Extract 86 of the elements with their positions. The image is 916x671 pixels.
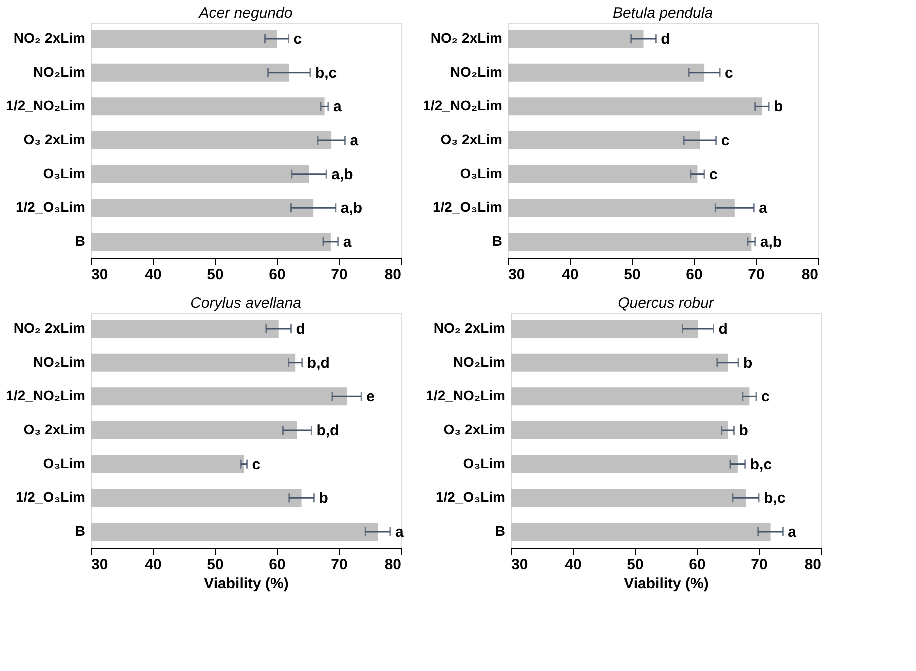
chart-title: Corylus avellana — [190, 295, 302, 312]
y-tick-label: 1/2_O₃Lim — [432, 199, 502, 216]
x-axis-title: Viability (%) — [624, 576, 709, 592]
y-tick-label: NO₂Lim — [450, 64, 502, 80]
x-tick-label: 80 — [804, 556, 822, 574]
x-tick-label: 60 — [689, 556, 706, 574]
annotation: d — [296, 321, 306, 338]
x-tick-label: 40 — [562, 266, 579, 284]
annotation: a — [759, 200, 768, 218]
annotation: a — [343, 234, 352, 251]
annotation: c — [721, 132, 730, 150]
annotation: a — [395, 524, 404, 541]
y-tick-label: NO₂ 2xLim — [434, 320, 506, 336]
y-tick-label: O₃Lim — [463, 455, 506, 472]
x-tick-label: 60 — [269, 266, 286, 284]
annotation: c — [762, 388, 770, 406]
x-axis-title: Viability (%) — [204, 576, 289, 592]
x-tick-label: 30 — [92, 266, 108, 284]
x-tick-label: 50 — [624, 266, 641, 284]
x-tick-label: 40 — [565, 556, 582, 574]
y-tick-label: 1/2_NO₂Lim — [426, 388, 506, 404]
annotation: a,b — [760, 234, 782, 251]
annotation: b — [774, 98, 784, 116]
annotation: b — [319, 490, 328, 508]
y-tick-label: NO₂ 2xLim — [14, 320, 86, 336]
x-tick-label: 70 — [751, 556, 768, 574]
x-tick-label: 30 — [512, 556, 528, 574]
annotation: c — [725, 64, 734, 82]
y-tick-label: 1/2_NO₂Lim — [6, 388, 86, 404]
annotation: b,c — [764, 490, 786, 508]
x-tick-label: 80 — [384, 556, 402, 574]
annotation: b,c — [315, 64, 338, 82]
y-tick-label: B — [492, 232, 502, 249]
y-tick-label: O₃ 2xLim — [444, 422, 506, 438]
annotation: c — [252, 456, 261, 474]
y-tick-label: 1/2_O₃Lim — [16, 489, 86, 506]
annotation: a — [350, 132, 360, 150]
annotation: b,d — [307, 354, 330, 372]
y-tick-label: O₃ 2xLim — [24, 132, 86, 148]
y-tick-label: NO₂Lim — [33, 64, 86, 80]
x-tick-label: 40 — [145, 266, 162, 284]
annotation: b,c — [750, 456, 772, 474]
x-tick-label: 50 — [627, 556, 644, 574]
chart-title: Quercus robur — [618, 295, 715, 312]
annotation: d — [718, 321, 728, 338]
annotation: b — [739, 422, 748, 440]
x-tick-label: 50 — [207, 556, 224, 574]
x-tick-label: 80 — [384, 266, 402, 284]
annotation: d — [661, 31, 670, 48]
y-tick-label: 1/2_NO₂Lim — [423, 98, 502, 114]
x-tick-label: 30 — [508, 266, 526, 284]
y-tick-label: O₃ 2xLim — [440, 132, 502, 148]
y-tick-label: 1/2_NO₂Lim — [6, 98, 86, 114]
y-tick-label: NO₂Lim — [33, 354, 86, 370]
y-tick-label: B — [495, 522, 506, 539]
x-tick-label: 70 — [748, 266, 765, 284]
annotation: a,b — [332, 166, 354, 184]
x-tick-label: 60 — [686, 266, 703, 284]
x-tick-label: 30 — [92, 556, 108, 574]
x-tick-label: 70 — [331, 266, 348, 284]
x-tick-label: 40 — [145, 556, 162, 574]
annotation: b,d — [316, 422, 340, 440]
annotation: c — [294, 31, 302, 48]
annotation: a,b — [340, 200, 363, 218]
annotation: e — [366, 388, 375, 406]
y-tick-label: NO₂ 2xLim — [14, 30, 86, 46]
x-tick-label: 50 — [207, 266, 224, 284]
y-tick-label: O₃ 2xLim — [24, 422, 86, 438]
x-tick-label: 80 — [802, 266, 818, 284]
annotation: b — [744, 354, 753, 372]
annotation: a — [788, 524, 798, 541]
y-tick-label: O₃Lim — [43, 165, 86, 182]
chart-title: Betula pendula — [612, 5, 714, 22]
y-tick-label: 1/2_O₃Lim — [16, 199, 86, 216]
y-tick-label: B — [75, 522, 86, 539]
y-tick-label: O₃Lim — [43, 455, 86, 472]
chart-title: Acer negundo — [198, 5, 293, 22]
annotation: a — [333, 98, 342, 116]
y-tick-label: NO₂Lim — [453, 354, 506, 370]
annotation: c — [710, 166, 718, 184]
x-tick-label: 70 — [331, 556, 348, 574]
x-tick-label: 60 — [269, 556, 286, 574]
y-tick-label: 1/2_O₃Lim — [436, 489, 506, 506]
y-tick-label: B — [75, 232, 86, 249]
y-tick-label: O₃Lim — [460, 165, 502, 182]
y-tick-label: NO₂ 2xLim — [430, 30, 502, 46]
